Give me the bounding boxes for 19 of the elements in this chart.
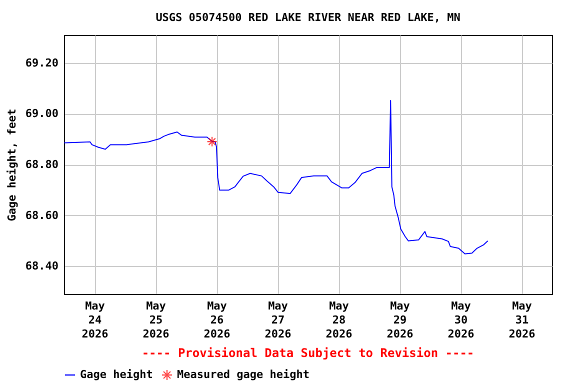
- y-tick-label: 69.00: [25, 107, 58, 120]
- y-tick-label: 68.40: [25, 260, 58, 273]
- x-tick-label: May 25 2026: [142, 300, 170, 340]
- line-series: [64, 100, 488, 254]
- y-tick-label: 68.60: [25, 208, 58, 222]
- x-tick-label: May 29 2026: [386, 300, 414, 340]
- y-tick-label: 69.20: [25, 56, 58, 70]
- x-tick-label: May 24 2026: [82, 300, 109, 340]
- x-tick-label: May 28 2026: [326, 300, 353, 340]
- x-tick-label: May 26 2026: [204, 300, 231, 340]
- y-axis-title: Gage height, feet: [5, 108, 18, 222]
- x-tick-label: May 30 2026: [448, 300, 475, 340]
- text: ---- Provisional Data Subject to Revision ----: [142, 346, 474, 360]
- legend-label: Gage height: [80, 368, 153, 381]
- chart-title: USGS 05074500 RED LAKE RIVER NEAR RED LAKE, MN: [156, 11, 460, 24]
- x-tick-label: May 31 2026: [508, 300, 536, 340]
- legend-label: Measured gage height: [177, 368, 310, 381]
- y-tick-label: 68.80: [25, 158, 58, 171]
- x-tick-label: May 27 2026: [264, 300, 292, 340]
